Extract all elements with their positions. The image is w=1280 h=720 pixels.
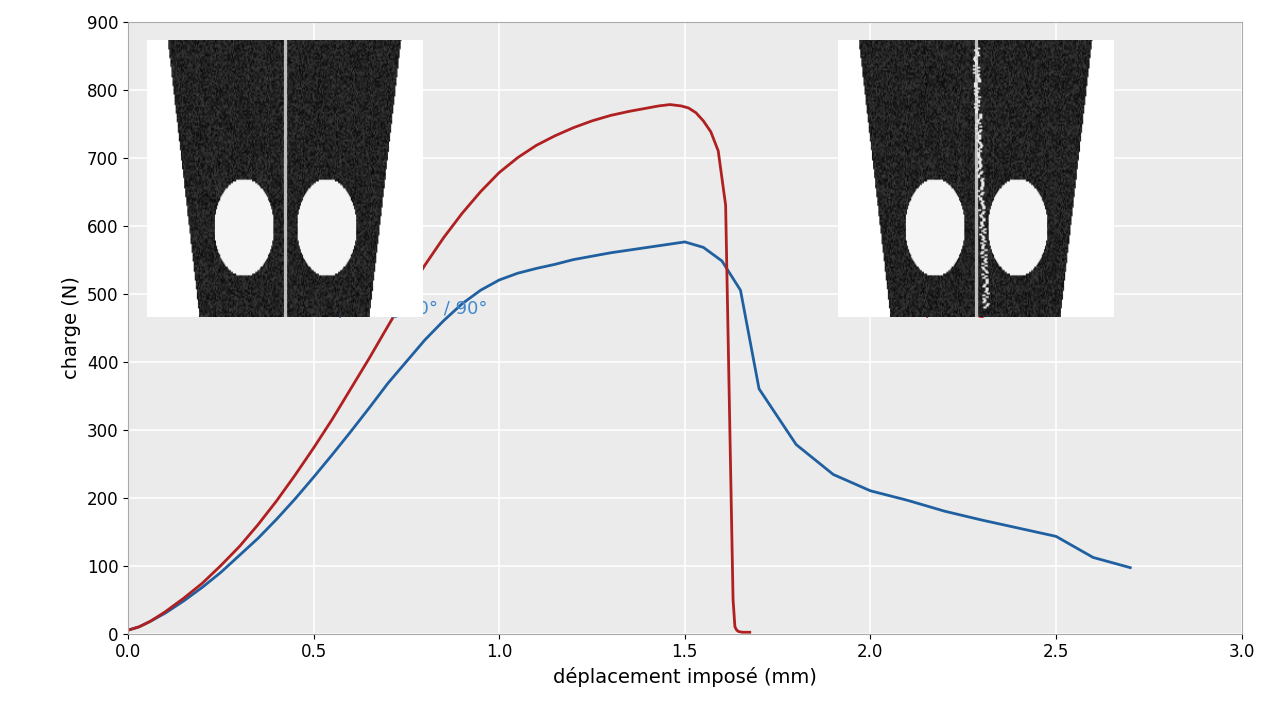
Y-axis label: charge (N): charge (N) [63, 276, 81, 379]
X-axis label: déplacement imposé (mm): déplacement imposé (mm) [553, 667, 817, 687]
Text: remplissage 0° / 90°: remplissage 0° / 90° [302, 300, 488, 318]
Text: remplissage ±45°: remplissage ±45° [888, 300, 1052, 318]
